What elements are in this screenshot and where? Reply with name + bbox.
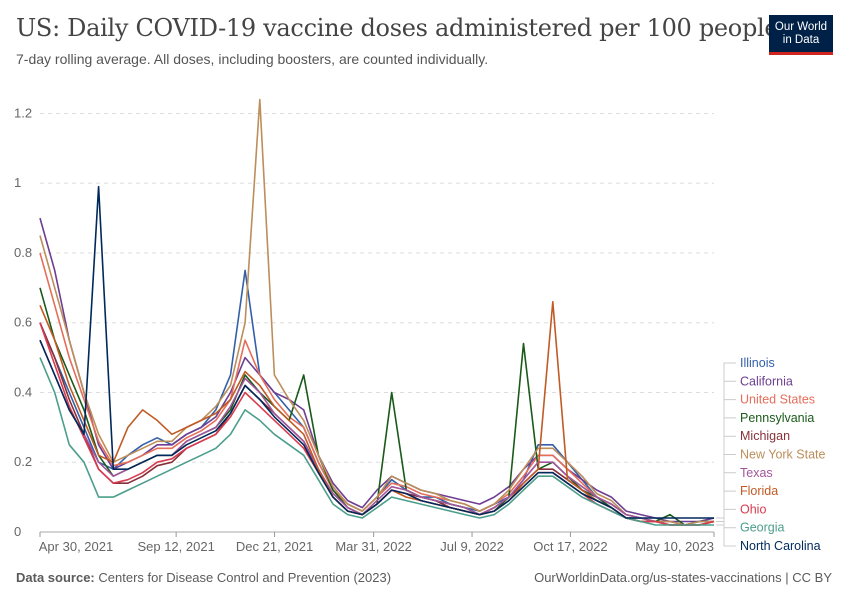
x-tick-label: Jul 9, 2022 (440, 539, 504, 554)
series-line[interactable] (39, 98, 714, 526)
legend-connector (716, 454, 736, 522)
x-tick-label: Oct 17, 2022 (533, 539, 607, 554)
y-tick-label: 0.4 (14, 384, 32, 399)
logo-line-2: in Data (782, 33, 820, 46)
x-axis-ticks: Apr 30, 2021 Sep 12, 2021 Dec 21, 2021 Mar … (39, 532, 715, 554)
x-tick-label: Dec 21, 2021 (236, 539, 313, 554)
series-line[interactable] (39, 269, 715, 526)
y-tick-label: 0.8 (14, 245, 32, 260)
y-tick-label: 0.2 (14, 454, 32, 469)
series-line[interactable] (39, 185, 714, 519)
y-axis-ticks: 0 0.2 0.4 0.6 0.8 1 1.2 (14, 105, 32, 539)
legend-connector (716, 472, 736, 522)
legend-connector (716, 380, 736, 519)
data-source-label: Data source: (16, 570, 95, 585)
logo-line-1: Our World (774, 20, 828, 33)
y-tick-label: 0.6 (14, 315, 32, 330)
legend-connector (716, 417, 736, 522)
legend-label[interactable]: Georgia (740, 521, 785, 535)
series-line[interactable] (39, 357, 714, 526)
legend-connector (716, 435, 736, 522)
legend-connector (716, 517, 736, 547)
legend-connector (716, 508, 736, 522)
grid-lines (40, 112, 714, 533)
legend-label[interactable]: North Carolina (740, 539, 821, 553)
legend-label[interactable]: Ohio (740, 502, 766, 516)
series-line[interactable] (39, 322, 715, 526)
legend-label[interactable]: Illinois (740, 356, 775, 370)
x-tick-label: Mar 31, 2022 (335, 539, 412, 554)
x-tick-label: May 10, 2023 (635, 539, 714, 554)
legend: Illinois California United States Pennsylva… (716, 356, 826, 553)
chart-subtitle: 7-day rolling average. All doses, includ… (16, 51, 489, 67)
legend-connector (716, 362, 736, 519)
legend-label[interactable]: California (740, 374, 793, 388)
legend-label[interactable]: Michigan (740, 429, 790, 443)
data-source-text: Centers for Disease Control and Preventi… (98, 570, 392, 585)
legend-label[interactable]: United States (740, 393, 815, 407)
legend-label[interactable]: Florida (740, 484, 778, 498)
legend-label[interactable]: Pennsylvania (740, 411, 814, 425)
y-tick-label: 0 (14, 524, 21, 539)
chart-title: US: Daily COVID-19 vaccine doses adminis… (16, 14, 779, 42)
series-line[interactable] (39, 300, 715, 526)
x-tick-label: Apr 30, 2021 (39, 539, 113, 554)
series-lines (39, 98, 715, 526)
source-url-link[interactable]: OurWorldinData.org/us-states-vaccination… (534, 570, 832, 585)
legend-label[interactable]: Texas (740, 466, 773, 480)
data-source: Data source: Centers for Disease Control… (16, 570, 391, 585)
legend-connector (716, 490, 736, 522)
legend-connector (716, 524, 736, 529)
legend-label[interactable]: New York State (740, 448, 826, 462)
series-line[interactable] (39, 322, 715, 526)
owid-logo[interactable]: Our World in Data (769, 15, 833, 55)
y-tick-label: 1 (14, 175, 21, 190)
series-line[interactable] (39, 217, 715, 523)
x-tick-label: Sep 12, 2021 (137, 539, 214, 554)
y-tick-label: 1.2 (14, 105, 32, 120)
